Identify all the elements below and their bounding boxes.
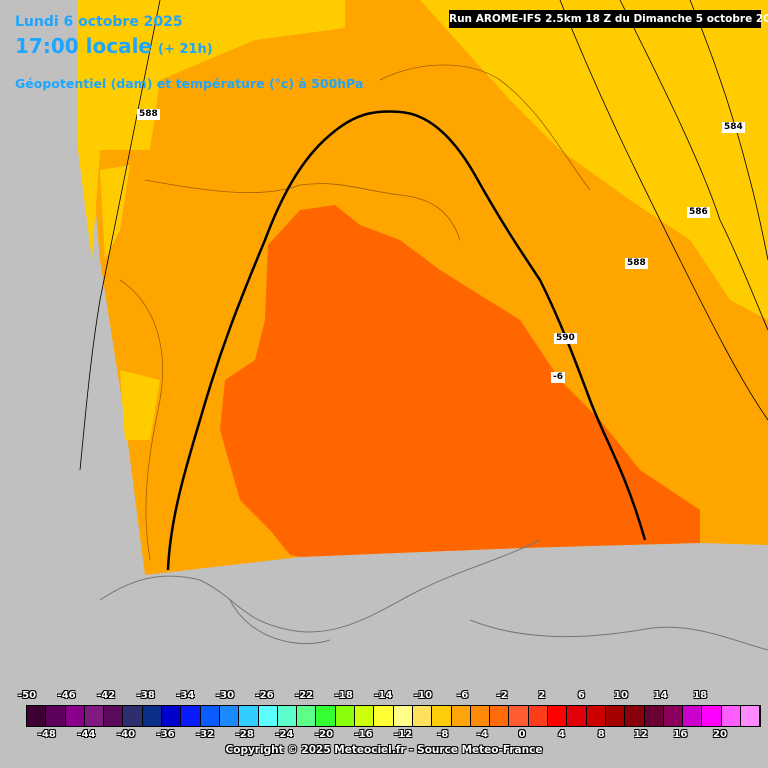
map-subtitle: Géopotentiel (dam) et température (°c) à…	[15, 76, 364, 91]
legend-swatch	[605, 706, 626, 726]
legend-swatch	[432, 706, 452, 726]
legend-tick-top: 18	[693, 690, 708, 701]
legend-swatch	[27, 706, 47, 726]
legend-swatch	[663, 706, 684, 726]
legend-tick-bottom: -24	[275, 729, 294, 740]
forecast-time: 17:00 locale (+ 21h)	[15, 34, 213, 58]
legend-swatch	[548, 706, 568, 726]
legend-tick-top: -2	[496, 690, 508, 701]
legend-tick-top: 2	[538, 690, 546, 701]
legend-tick-top: -38	[136, 690, 155, 701]
legend-swatch	[702, 706, 722, 726]
legend-tick-top: -6	[457, 690, 469, 701]
temperature-legend	[26, 705, 762, 727]
legend-swatch	[219, 706, 240, 726]
legend-tick-bottom: -44	[77, 729, 96, 740]
legend-swatch	[297, 706, 317, 726]
legend-tick-top: 6	[577, 690, 585, 701]
legend-swatch	[393, 706, 413, 726]
legend-swatch	[200, 706, 220, 726]
legend-swatch	[65, 706, 85, 726]
legend-swatch	[335, 706, 356, 726]
forecast-date: Lundi 6 octobre 2025	[15, 14, 183, 30]
legend-tick-bottom: -16	[354, 729, 373, 740]
legend-swatch	[412, 706, 433, 726]
legend-swatch	[509, 706, 529, 726]
legend-tick-bottom: 8	[597, 729, 605, 740]
legend-tick-bottom: 16	[673, 729, 688, 740]
model-run-banner: Run AROME-IFS 2.5km 18 Z du Dimanche 5 o…	[449, 10, 768, 28]
legend-tick-top: -14	[374, 690, 393, 701]
legend-swatch	[258, 706, 278, 726]
legend-swatch	[451, 706, 471, 726]
legend-swatch	[567, 706, 587, 726]
legend-tick-bottom: 20	[713, 729, 727, 740]
legend-tick-bottom: -8	[437, 729, 449, 740]
legend-swatch	[490, 706, 510, 726]
legend-tick-top: 14	[653, 690, 668, 701]
contour-label-584: 584	[722, 122, 745, 133]
legend-tick-top: -46	[57, 690, 76, 701]
legend-tick-bottom: -20	[314, 729, 334, 740]
legend-swatch	[355, 706, 375, 726]
legend-swatch	[740, 706, 761, 726]
legend-tick-bottom: 4	[558, 729, 566, 740]
legend-tick-top: -42	[97, 690, 116, 701]
contour-label-586: 586	[687, 207, 710, 218]
legend-swatch	[683, 706, 703, 726]
legend-tick-top: -34	[176, 690, 195, 701]
copyright-text: Copyright © 2025 Meteociel.fr - Source M…	[225, 744, 543, 756]
legend-swatch	[470, 706, 491, 726]
legend-tick-top: -50	[17, 690, 37, 701]
contour-590	[166, 110, 647, 571]
legend-swatch	[142, 706, 163, 726]
legend-swatch	[277, 706, 298, 726]
legend-swatch	[123, 706, 143, 726]
legend-tick-bottom: -12	[394, 729, 413, 740]
legend-tick-bottom: 12	[633, 729, 648, 740]
forecast-lead: (+ 21h)	[158, 42, 213, 57]
legend-swatch	[162, 706, 182, 726]
legend-tick-top: 10	[614, 690, 628, 701]
legend-swatch	[625, 706, 645, 726]
legend-tick-bottom: -32	[196, 729, 215, 740]
legend-swatch	[104, 706, 124, 726]
legend-swatch	[644, 706, 664, 726]
legend-swatch	[586, 706, 606, 726]
legend-swatch	[374, 706, 394, 726]
legend-swatch	[528, 706, 549, 726]
legend-tick-bottom: -4	[476, 729, 488, 740]
warm-zone-iberia	[220, 205, 700, 557]
yellow-zone-east	[420, 0, 768, 320]
legend-tick-bottom: -48	[37, 729, 56, 740]
legend-tick-top: -26	[255, 690, 274, 701]
contour-label-590: 590	[554, 333, 577, 344]
legend-swatch	[721, 706, 741, 726]
isotherm-label-minus6: -6	[551, 372, 565, 383]
legend-tick-top: -18	[334, 690, 353, 701]
legend-swatch	[46, 706, 66, 726]
legend-tick-top: -10	[413, 690, 433, 701]
legend-swatch	[239, 706, 259, 726]
contour-label-588-east: 588	[625, 258, 648, 269]
legend-swatch	[181, 706, 201, 726]
contour-label-588-west: 588	[137, 109, 160, 120]
legend-tick-bottom: 0	[518, 729, 526, 740]
legend-tick-bottom: -36	[156, 729, 175, 740]
legend-tick-top: -30	[215, 690, 235, 701]
legend-tick-bottom: -40	[116, 729, 136, 740]
legend-swatch	[84, 706, 105, 726]
legend-tick-top: -22	[295, 690, 314, 701]
forecast-time-label: 17:00 locale	[15, 34, 152, 58]
legend-tick-bottom: -28	[235, 729, 254, 740]
yellow-zone-west	[78, 0, 345, 260]
legend-swatch	[316, 706, 336, 726]
